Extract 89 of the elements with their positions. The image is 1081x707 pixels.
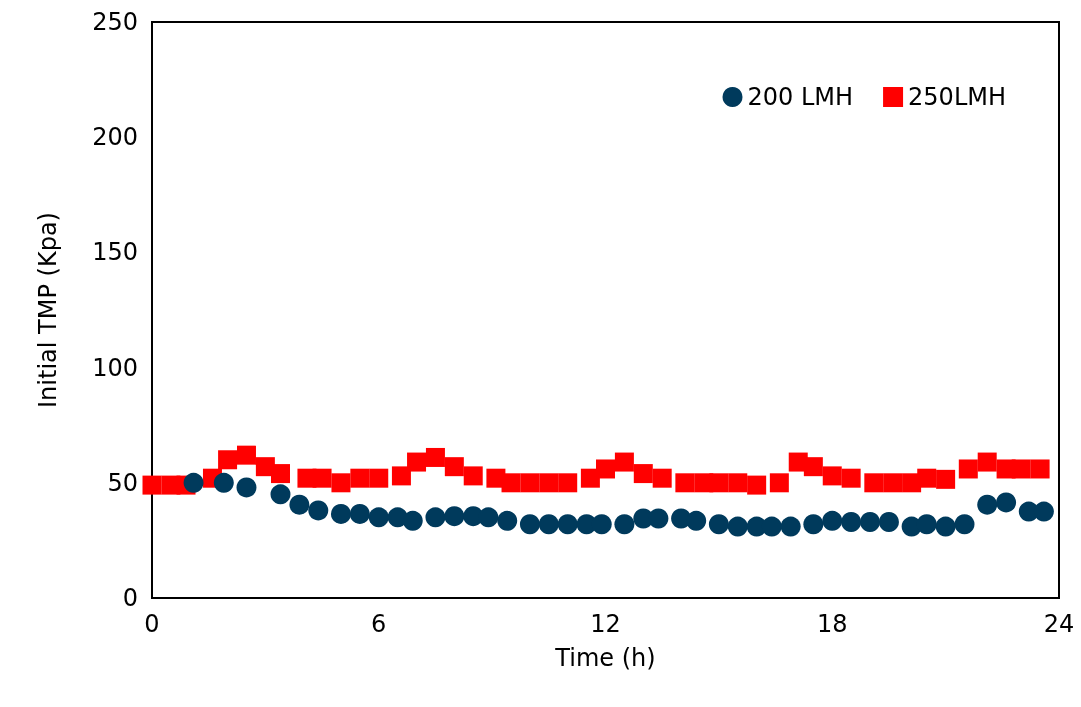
point [497,510,518,531]
point [558,473,578,493]
point [803,457,823,477]
point [444,506,465,527]
point [708,514,729,535]
y-tick-label: 0 [122,584,138,612]
point [822,510,843,531]
point [864,473,884,493]
point [369,468,389,488]
point [954,514,975,535]
point [727,516,748,537]
point [648,508,669,529]
point [1011,459,1031,479]
point [686,510,707,531]
point [218,450,238,470]
point [780,516,801,537]
point [402,510,423,531]
point [591,514,612,535]
point [289,494,310,515]
point [747,475,767,495]
point [652,468,672,488]
x-tick-label: 6 [371,610,387,638]
point [614,452,634,472]
point [1030,459,1050,479]
point [425,507,446,528]
point [803,514,824,535]
point [1033,501,1054,522]
point [501,473,521,493]
point [538,514,559,535]
point [958,459,978,479]
x-tick-label: 0 [144,610,160,638]
point [596,459,615,479]
point [709,473,729,493]
x-tick-label: 24 [1043,610,1075,638]
y-tick-label: 250 [92,8,138,36]
point [675,473,695,493]
point [728,473,748,493]
point [917,468,937,488]
y-tick-label: 50 [107,468,138,497]
point [407,452,427,472]
point [996,492,1017,513]
y-axis-title: Initial TMP (Kpa) [34,212,62,408]
point [312,468,332,488]
point [614,514,635,535]
point [213,472,234,493]
point [330,503,351,524]
point [270,484,291,505]
point [878,511,899,532]
point [270,464,290,484]
point [444,457,464,477]
point [769,473,789,493]
y-tick-label: 150 [92,238,138,267]
point [183,472,204,493]
point [331,473,351,493]
point [916,514,937,535]
point [391,466,411,486]
point [860,511,881,532]
point [478,507,499,528]
point [935,516,956,537]
point [633,464,653,484]
point [308,500,329,521]
point [841,511,862,532]
point [557,514,578,535]
x-tick-label: 12 [590,610,621,638]
legend-label: 200 LMH [747,83,854,111]
point [236,477,257,498]
point [425,447,445,467]
y-tick-label: 100 [92,353,138,382]
point [349,503,370,524]
point [520,473,540,493]
x-tick-label: 18 [816,610,848,638]
point [142,475,162,495]
point [368,507,389,528]
point [350,468,370,488]
point [977,452,997,472]
point [936,469,956,489]
y-tick-label: 200 [92,123,138,152]
point [822,466,842,486]
point [580,468,600,488]
point [977,494,998,515]
point [761,516,782,537]
point [539,473,559,493]
point [883,473,903,493]
point [841,468,861,488]
point [519,514,540,535]
point [236,445,256,465]
legend-label: 250LMH [908,83,1006,111]
point [463,466,483,486]
x-axis-title: Time (h) [554,644,656,672]
